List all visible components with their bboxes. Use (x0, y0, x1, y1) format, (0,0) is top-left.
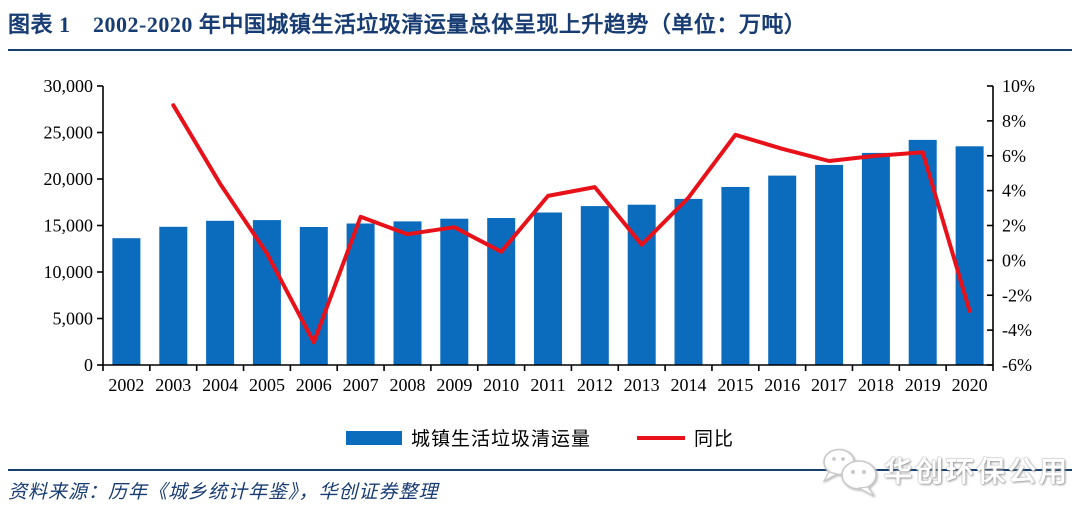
line-series-swatch (637, 435, 685, 440)
x-axis-tick-label: 2020 (952, 375, 988, 395)
x-axis-tick-label: 2018 (858, 375, 894, 395)
left-axis-tick-label: 25,000 (44, 123, 94, 143)
bar-2002 (112, 238, 141, 365)
right-axis-tick-label: 4% (1002, 181, 1026, 201)
bar-2016 (768, 175, 797, 365)
line-series-label: 同比 (694, 429, 735, 450)
x-axis-tick-label: 2003 (155, 375, 191, 395)
title-divider (8, 49, 1072, 51)
right-axis-tick-label: 6% (1002, 146, 1026, 166)
left-axis-tick-label: 5,000 (53, 309, 94, 329)
combo-chart: 0 5,000 10,000 15,000 20,000 25,000 30,000 -6% -… (44, 76, 1036, 395)
bar-series-label: 城镇生活垃圾清运量 (410, 429, 591, 450)
legend-item-line: 同比 (637, 424, 734, 451)
x-axis-tick-label: 2002 (108, 375, 144, 395)
x-axis-tick-label: 2014 (671, 375, 707, 395)
bar-2006 (299, 227, 328, 365)
bar-2011 (534, 212, 562, 365)
x-axis-tick-label: 2007 (343, 375, 379, 395)
x-axis-tick-label: 2011 (530, 375, 565, 395)
x-axis-tick-label: 2010 (483, 375, 519, 395)
bar-2019 (908, 139, 937, 365)
x-axis-tick-label: 2016 (764, 375, 800, 395)
legend-item-bar: 城镇生活垃圾清运量 (345, 424, 591, 451)
yoy-line (171, 103, 972, 345)
bar-2017 (815, 164, 844, 365)
left-axis-tick-label: 20,000 (44, 169, 94, 189)
x-axis-tick-label: 2012 (577, 375, 613, 395)
bar-2005 (252, 220, 281, 365)
bar-2020 (955, 146, 984, 365)
bar-2015 (721, 187, 750, 365)
right-axis-tick-label: 2% (1002, 216, 1026, 236)
chart-legend: 城镇生活垃圾清运量 同比 (0, 424, 1080, 451)
left-axis-tick-label: 0 (84, 355, 93, 375)
x-axis-tick-label: 2005 (249, 375, 285, 395)
x-axis-tick-label: 2009 (436, 375, 472, 395)
footer-divider (8, 469, 1072, 471)
bar-2018 (861, 152, 890, 365)
right-axis-tick-label: -2% (1002, 285, 1032, 305)
bar-2008 (393, 221, 422, 365)
x-axis-tick-label: 2019 (905, 375, 941, 395)
x-axis-tick-label: 2017 (811, 375, 847, 395)
left-axis-tick-label: 10,000 (44, 262, 94, 282)
right-axis-tick-label: -6% (1002, 355, 1032, 375)
left-axis-tick-label: 15,000 (44, 216, 94, 236)
right-axis-tick-label: 10% (1002, 76, 1035, 96)
bar-2003 (159, 226, 188, 365)
x-axis-tick-label: 2015 (717, 375, 753, 395)
right-axis-tick-label: -4% (1002, 320, 1032, 340)
right-axis-tick-label: 8% (1002, 111, 1026, 131)
x-axis-tick-label: 2008 (389, 375, 425, 395)
bar-2012 (580, 206, 609, 365)
bar-2014 (674, 198, 703, 365)
figure-title: 图表 1 2002-2020 年中国城镇生活垃圾清运量总体呈现上升趋势（单位：万… (8, 12, 807, 37)
bar-2004 (206, 220, 235, 365)
x-axis-tick-label: 2013 (624, 375, 660, 395)
x-axis-tick-label: 2004 (202, 375, 238, 395)
left-axis-tick-label: 30,000 (44, 76, 94, 96)
x-axis-tick-label: 2006 (296, 375, 332, 395)
bar-series-swatch (345, 430, 402, 445)
bar-2013 (627, 204, 656, 365)
source-note: 资料来源：历年《城乡统计年鉴》，华创证券整理 (8, 482, 439, 503)
bar-2009 (440, 218, 469, 365)
right-axis-tick-label: 0% (1002, 250, 1026, 270)
